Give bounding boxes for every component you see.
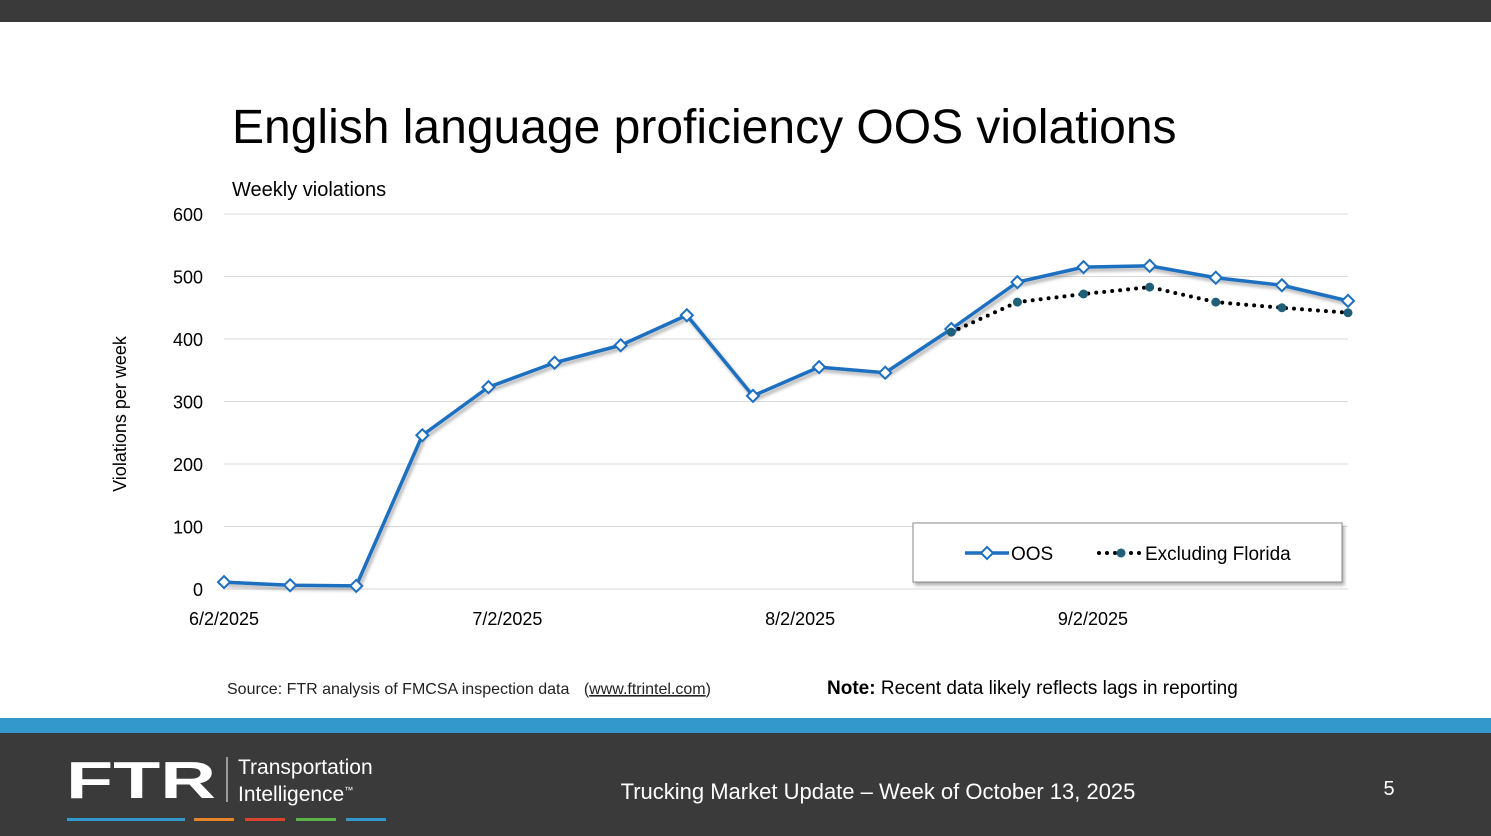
legend-label: OOS: [1011, 544, 1053, 565]
source-close: ): [706, 681, 711, 698]
chart-title: English language proficiency OOS violati…: [232, 101, 1177, 154]
series-line: [949, 285, 1350, 335]
source-open: (: [584, 681, 590, 698]
stripe: [346, 818, 386, 821]
x-tick-label: 7/2/2025: [472, 609, 542, 629]
note: Note: Recent data likely reflects lags i…: [827, 678, 1238, 699]
point: [1009, 274, 1025, 290]
point: [1211, 297, 1221, 307]
stripe: [194, 818, 234, 821]
legend-marker: [1116, 548, 1126, 558]
point: [745, 388, 761, 404]
point: [1012, 297, 1022, 307]
footer-text: Trucking Market Update – Week of October…: [621, 779, 1136, 804]
stripe: [296, 818, 336, 821]
point: [1076, 259, 1091, 275]
point: [811, 359, 827, 375]
legend-label: Excluding Florida: [1145, 544, 1291, 565]
note-label: Note:: [827, 678, 876, 699]
source-link[interactable]: www.ftrintel.com: [588, 681, 705, 698]
point: [1208, 270, 1224, 286]
y-tick-label: 600: [173, 205, 203, 225]
point: [1274, 277, 1290, 293]
x-tick-label: 9/2/2025: [1058, 609, 1128, 629]
note-text: Recent data likely reflects lags in repo…: [881, 678, 1238, 699]
logo-line1: Transportation: [238, 756, 373, 779]
logo-tm: ™: [344, 785, 353, 795]
point: [946, 327, 956, 337]
series-line: [223, 264, 1349, 588]
point: [348, 578, 364, 594]
logo-line2-text: Intelligence: [238, 783, 344, 806]
y-tick-label: 200: [173, 455, 203, 475]
x-tick-label: 6/2/2025: [189, 609, 259, 629]
chart-subtitle: Weekly violations: [232, 179, 386, 201]
y-tick-label: 0: [193, 580, 203, 600]
logo-line2: Intelligence™: [238, 783, 353, 806]
y-axis-label: Violations per week: [110, 335, 130, 492]
point: [679, 307, 695, 323]
point: [1277, 303, 1287, 313]
y-tick-label: 500: [173, 268, 203, 288]
x-tick-label: 8/2/2025: [765, 609, 835, 629]
point: [547, 355, 563, 371]
page-number: 5: [1383, 778, 1394, 800]
logo-stripes: [67, 818, 386, 821]
point: [1079, 289, 1089, 299]
point: [282, 577, 298, 593]
top-bar: [0, 0, 1491, 22]
point: [1142, 258, 1158, 274]
point: [877, 365, 893, 381]
source: Source: FTR analysis of FMCSA inspection…: [227, 681, 711, 698]
point: [1145, 282, 1155, 292]
y-tick-label: 300: [173, 393, 203, 413]
logo: FTR: [66, 752, 216, 810]
y-tick-label: 400: [173, 330, 203, 350]
point: [481, 379, 496, 395]
stripe: [245, 818, 285, 821]
accent-bar: [0, 718, 1491, 733]
point: [613, 337, 629, 353]
point: [216, 574, 232, 590]
point: [1340, 293, 1356, 309]
point: [414, 427, 430, 443]
y-tick-label: 100: [173, 518, 203, 538]
legend-marker: [979, 545, 995, 561]
stripe: [67, 818, 185, 821]
source-text: Source: FTR analysis of FMCSA inspection…: [227, 681, 569, 698]
point: [1343, 308, 1353, 318]
legend: OOS Excluding Florida: [912, 522, 1343, 583]
